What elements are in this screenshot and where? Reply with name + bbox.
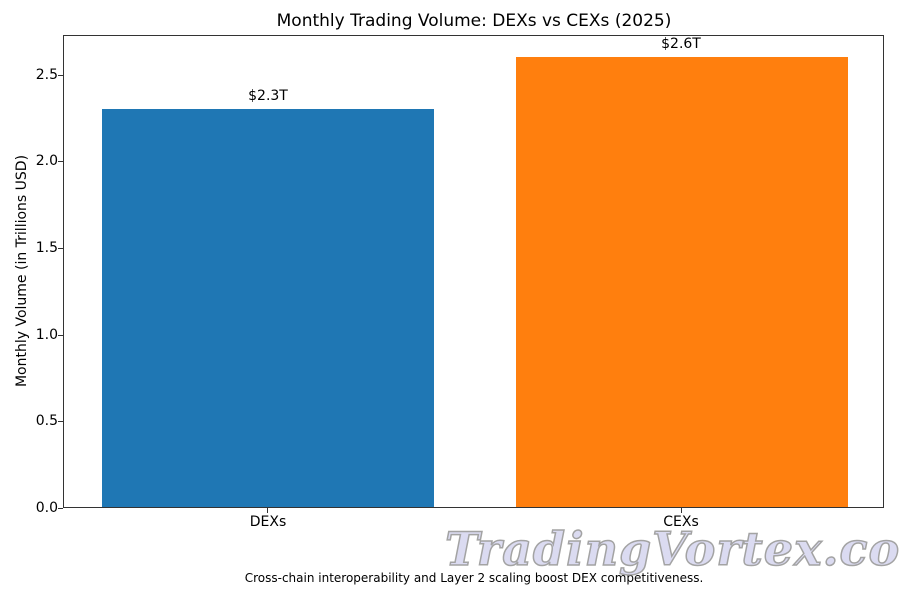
y-tick-mark	[58, 161, 63, 162]
chart-caption: Cross-chain interoperability and Layer 2…	[244, 571, 704, 585]
y-tick-label: 1.5	[35, 240, 58, 256]
y-tick-mark	[58, 75, 63, 76]
y-tick-label: 0.0	[35, 500, 58, 516]
x-tick-mark	[267, 508, 268, 513]
x-tick-label-cexs: CEXs	[663, 514, 699, 530]
bar-value-label-cexs: $2.6T	[661, 36, 701, 52]
y-tick-mark	[58, 335, 63, 336]
y-tick-mark	[58, 508, 63, 509]
x-tick-label-dexs: DEXs	[249, 514, 287, 530]
chart-title: Monthly Trading Volume: DEXs vs CEXs (20…	[276, 11, 672, 31]
y-tick-label: 1.0	[35, 327, 58, 343]
y-axis-label: Monthly Volume (in Trillions USD)	[14, 154, 30, 388]
plot-area	[63, 35, 884, 508]
y-tick-label: 2.0	[35, 153, 58, 169]
watermark-logo: TradingVortex.com	[444, 521, 900, 577]
bar-value-label-dexs: $2.3T	[248, 88, 288, 104]
y-tick-label: 0.5	[35, 413, 58, 429]
bar-dexs	[102, 109, 434, 507]
y-tick-label: 2.5	[35, 67, 58, 83]
bar-cexs	[516, 57, 848, 507]
y-tick-mark	[58, 421, 63, 422]
x-tick-mark	[681, 508, 682, 513]
y-tick-mark	[58, 248, 63, 249]
